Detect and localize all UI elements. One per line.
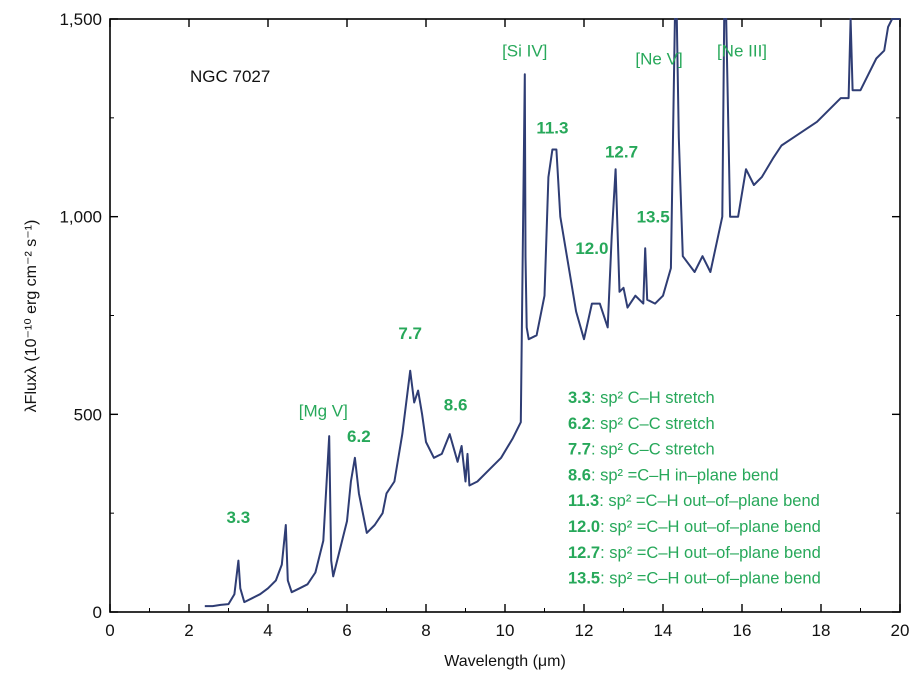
legend-description: : sp² =C–H out–of–plane bend — [600, 544, 821, 562]
band-label: 11.3 — [536, 119, 568, 138]
x-tick-label: 14 — [654, 621, 673, 640]
legend-entry: 12.7: sp² =C–H out–of–plane bend — [568, 544, 821, 562]
y-axis-title: λFluxλ (10⁻¹⁰ erg cm⁻² s⁻¹) — [23, 220, 40, 413]
band-label: 3.3 — [227, 508, 251, 527]
band-label: 7.7 — [398, 324, 422, 343]
x-axis: 0 2 4 6 8 10 12 14 16 18 20 — [105, 19, 909, 640]
x-tick-label: 20 — [891, 621, 910, 640]
legend-entry: 13.5: sp² =C–H out–of–plane bend — [568, 570, 821, 588]
x-tick-label: 8 — [421, 621, 430, 640]
legend-description: : sp² =C–H out–of–plane bend — [600, 570, 821, 588]
legend-entry: 11.3: sp² =C–H out–of–plane bend — [568, 492, 820, 510]
x-tick-label: 6 — [342, 621, 351, 640]
y-tick-label: 0 — [93, 603, 102, 622]
ion-line-label: [Mg V] — [299, 401, 348, 420]
x-tick-label: 0 — [105, 621, 114, 640]
band-label: 12.0 — [575, 239, 608, 258]
legend-band-number: 3.3 — [568, 389, 591, 407]
legend-band-number: 11.3 — [568, 492, 599, 510]
ion-line-label: [Ne III] — [717, 42, 767, 61]
y-tick-label: 1,000 — [59, 208, 102, 227]
legend-band-number: 12.7 — [568, 544, 600, 562]
legend-description: : sp² C–C stretch — [591, 441, 715, 459]
x-axis-title: Wavelength (μm) — [444, 653, 566, 670]
y-tick-label: 1,500 — [59, 10, 102, 29]
legend-entry: 3.3: sp² C–H stretch — [568, 389, 715, 407]
band-label: 12.7 — [605, 142, 638, 161]
legend-description: : sp² C–C stretch — [591, 415, 715, 433]
band-label: 8.6 — [444, 395, 468, 414]
legend-description: : sp² =C–H in–plane bend — [591, 466, 779, 484]
legend-entry: 8.6: sp² =C–H in–plane bend — [568, 466, 779, 484]
ion-line-label: [Ne V] — [635, 49, 682, 68]
x-tick-label: 2 — [184, 621, 193, 640]
band-label: 6.2 — [347, 427, 371, 446]
object-label: NGC 7027 — [190, 67, 270, 86]
legend-description: : sp² C–H stretch — [591, 389, 715, 407]
x-tick-label: 4 — [263, 621, 272, 640]
legend-entry: 7.7: sp² C–C stretch — [568, 441, 715, 459]
spectrum-line — [204, 18, 900, 608]
x-tick-label: 18 — [812, 621, 831, 640]
legend-entry: 6.2: sp² C–C stretch — [568, 415, 715, 433]
legend-entry: 12.0: sp² =C–H out–of–plane bend — [568, 518, 821, 536]
legend-band-number: 13.5 — [568, 570, 600, 588]
legend-band-number: 8.6 — [568, 466, 591, 484]
legend-description: : sp² =C–H out–of–plane bend — [600, 518, 821, 536]
legend-description: : sp² =C–H out–of–plane bend — [599, 492, 820, 510]
ion-line-label: [Si IV] — [502, 42, 547, 61]
y-tick-label: 500 — [74, 405, 102, 424]
annotation-layer: 3.3 6.2 7.7 8.6 11.3 12.0 12.7 13.5 [Si IV] [Ne V… — [227, 42, 767, 527]
x-tick-label: 16 — [733, 621, 752, 640]
legend-band-number: 6.2 — [568, 415, 591, 433]
series-layer — [204, 18, 900, 608]
band-label: 13.5 — [637, 208, 670, 227]
x-tick-label: 12 — [575, 621, 594, 640]
x-tick-label: 10 — [496, 621, 515, 640]
legend-band-number: 7.7 — [568, 441, 591, 459]
y-axis: 0 500 1,000 1,500 — [59, 10, 900, 622]
legend-band-number: 12.0 — [568, 518, 600, 536]
